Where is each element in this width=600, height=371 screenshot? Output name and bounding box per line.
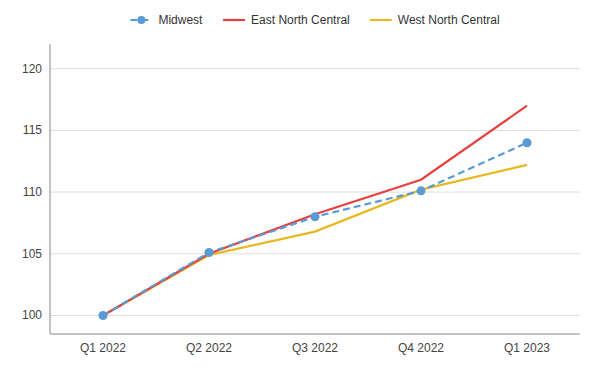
legend-marker <box>137 16 145 24</box>
y-tick-label: 115 <box>23 123 42 137</box>
grid-line <box>50 68 580 69</box>
legend-swatch <box>370 19 392 21</box>
legend-label: East North Central <box>251 13 350 27</box>
chart: 100 105 110 115 120 Q1 2022 Q2 2022 Q3 2022 Q4 2… <box>0 0 600 371</box>
legend: Midwest East North Central West North Cent… <box>130 13 499 27</box>
y-tick-label: 105 <box>22 247 42 261</box>
series-line <box>103 106 527 316</box>
x-tick-label: Q3 2022 <box>292 341 338 355</box>
grid-line <box>50 192 580 193</box>
legend-item: Midwest <box>130 13 203 27</box>
y-tick-label: 100 <box>22 308 42 322</box>
series-line <box>103 143 527 316</box>
y-tick-label: 120 <box>22 62 42 76</box>
series-line <box>103 165 527 316</box>
plot-area <box>99 106 532 320</box>
y-axis-line <box>50 44 51 334</box>
series-marker <box>311 212 320 221</box>
legend-label: Midwest <box>158 13 203 27</box>
x-tick-label: Q2 2022 <box>186 341 232 355</box>
y-tick-label: 110 <box>23 185 42 199</box>
series-marker <box>99 311 108 320</box>
x-axis: Q1 2022 Q2 2022 Q3 2022 Q4 2022 Q1 2023 <box>80 341 550 355</box>
series-marker <box>417 186 426 195</box>
legend-item: East North Central <box>223 13 350 27</box>
grid-line <box>50 253 580 254</box>
series <box>103 106 527 316</box>
x-axis-line <box>50 334 580 335</box>
y-grid: 100 105 110 115 120 <box>22 62 580 323</box>
legend-label: West North Central <box>398 13 500 27</box>
series-marker <box>205 248 214 257</box>
x-tick-label: Q1 2023 <box>504 341 550 355</box>
grid-line <box>50 130 580 131</box>
series <box>99 138 532 320</box>
legend-swatch <box>223 19 245 21</box>
grid-line <box>50 315 580 316</box>
series-marker <box>523 138 532 147</box>
x-tick-label: Q1 2022 <box>80 341 126 355</box>
legend-item: West North Central <box>370 13 500 27</box>
series <box>103 165 527 316</box>
x-tick-label: Q4 2022 <box>398 341 444 355</box>
